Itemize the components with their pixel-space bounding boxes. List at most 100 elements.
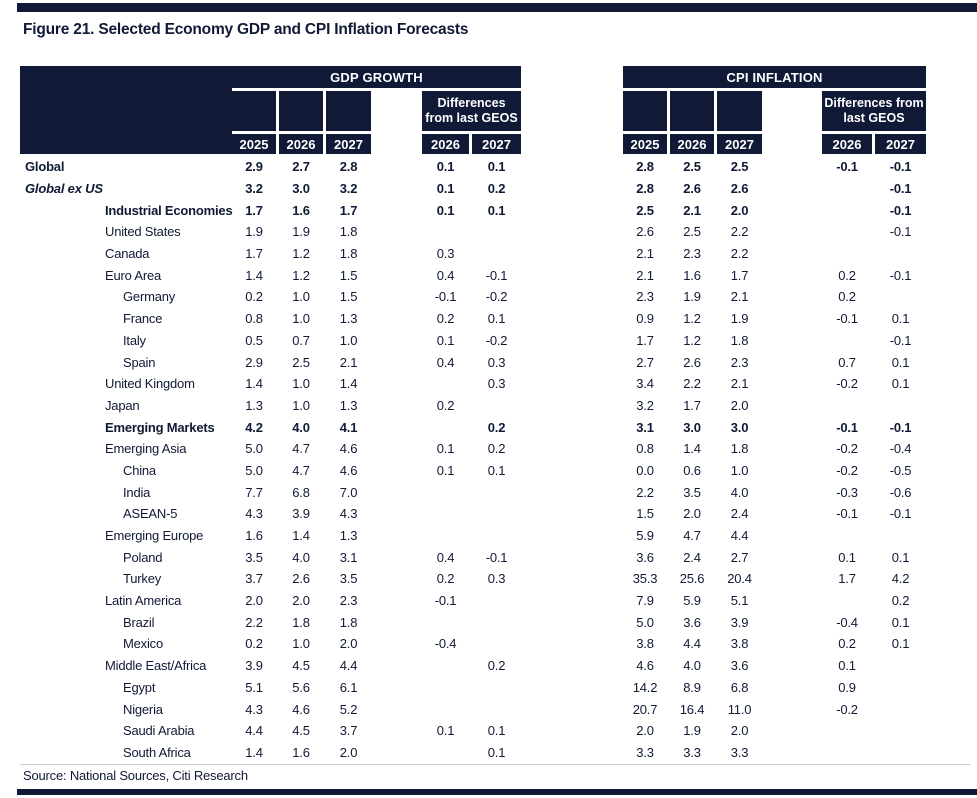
cpi-2027-value: 3.9 [730, 614, 749, 630]
cpi-year-2025-header: 2025 [623, 134, 667, 154]
row-label: Nigeria [123, 701, 163, 717]
cpi-diff-2026-value: -0.2 [836, 462, 858, 478]
cpi-2027-value: 2.6 [730, 181, 749, 197]
gdp-diff-2026-value: -0.1 [434, 593, 457, 609]
gdp-2026-value: 1.0 [292, 397, 310, 413]
gdp-differences-header: Differences from last GEOS [422, 91, 521, 131]
cpi-diff-2026-value: -0.2 [836, 376, 858, 392]
gdp-2025-value: 5.0 [245, 462, 263, 478]
cpi-2025-value: 3.4 [636, 376, 654, 392]
gdp-2026-value: 1.6 [292, 202, 310, 218]
table-row: Turkey 3.7 2.6 3.5 0.2 0.3 35.3 25.6 20.4 1.7 4.2 [20, 568, 926, 590]
cpi-diff-2027-value: -0.1 [889, 267, 912, 283]
table-row: Emerging Markets 4.2 4.0 4.1 0.2 3.1 3.0 3.0 -0.… [20, 416, 926, 438]
row-label: Canada [105, 246, 150, 262]
cpi-diff-2027-value: -0.1 [889, 181, 912, 197]
gdp-diff-2027-value: 0.1 [487, 744, 506, 760]
gdp-2025-value: 7.7 [245, 484, 263, 500]
table-row: Saudi Arabia 4.4 4.5 3.7 0.1 0.1 2.0 1.9 2.0 [20, 720, 926, 742]
cpi-2027-value: 2.4 [730, 506, 749, 522]
gdp-2025-value: 3.5 [245, 549, 263, 565]
cpi-2027-value: 1.8 [730, 441, 749, 457]
cpi-diff-year-2027-header: 2027 [875, 134, 926, 154]
gdp-2026-value: 4.6 [292, 701, 310, 717]
source-note: Source: National Sources, Citi Research [23, 768, 248, 783]
cpi-2025-value: 0.8 [636, 441, 654, 457]
gdp-2025-value: 3.9 [245, 658, 263, 674]
table-row: Brazil 2.2 1.8 1.8 5.0 3.6 3.9 -0.4 0.1 [20, 611, 926, 633]
gdp-2027-value: 4.3 [339, 506, 358, 522]
cpi-2027-value: 2.2 [730, 246, 749, 262]
cpi-2026-value: 1.4 [683, 441, 701, 457]
cpi-2027-value: 6.8 [730, 679, 749, 695]
cpi-2026-value: 2.1 [683, 202, 701, 218]
gdp-diff-year-2027-header: 2027 [472, 134, 521, 154]
cpi-diff-2026-value: 0.1 [838, 658, 856, 674]
gdp-2025-value: 2.9 [245, 159, 263, 175]
row-label: Emerging Markets [105, 419, 215, 435]
cpi-2025-value: 0.9 [636, 311, 654, 327]
row-label: Spain [123, 354, 156, 370]
cpi-2027-value: 3.3 [730, 744, 749, 760]
table-row: United States 1.9 1.9 1.8 2.6 2.5 2.2 -0.1 [20, 221, 926, 243]
header-spacer-cell [279, 91, 323, 131]
row-label: Emerging Europe [105, 528, 204, 544]
header-corner-block [20, 66, 232, 154]
cpi-2027-value: 2.0 [730, 397, 749, 413]
cpi-2027-value: 2.5 [730, 159, 749, 175]
cpi-2026-value: 2.5 [683, 159, 701, 175]
cpi-2027-value: 3.6 [730, 658, 749, 674]
gdp-diff-2026-value: 0.1 [436, 202, 455, 218]
cpi-diff-2027-value: 4.2 [891, 571, 910, 587]
cpi-diff-2027-value: -0.4 [889, 441, 912, 457]
gdp-diff-2027-value: 0.3 [487, 571, 506, 587]
cpi-2026-value: 2.3 [683, 246, 701, 262]
cpi-diff-2026-value: -0.4 [836, 614, 858, 630]
gdp-2026-value: 3.0 [292, 181, 310, 197]
cpi-2027-value: 1.0 [730, 462, 749, 478]
cpi-2025-value: 7.9 [636, 593, 654, 609]
gdp-2025-value: 1.7 [245, 246, 263, 262]
gdp-diff-2027-value: -0.1 [485, 267, 508, 283]
gdp-2027-value: 6.1 [339, 679, 358, 695]
gdp-2027-value: 1.8 [339, 224, 358, 240]
cpi-diff-2027-value: -0.1 [889, 506, 912, 522]
header-spacer-cell [623, 91, 667, 131]
gdp-2026-value: 1.0 [292, 636, 310, 652]
cpi-diff-2027-value: 0.1 [891, 376, 910, 392]
gdp-growth-group-header: GDP GROWTH [232, 66, 521, 88]
gdp-2026-value: 1.0 [292, 376, 310, 392]
gdp-2025-value: 2.2 [245, 614, 263, 630]
gdp-2026-value: 6.8 [292, 484, 310, 500]
gdp-2026-value: 1.4 [292, 528, 310, 544]
gdp-diff-2027-value: -0.1 [485, 549, 508, 565]
gdp-diff-2026-value: 0.1 [436, 181, 455, 197]
gdp-diff-2026-value: 0.4 [436, 549, 455, 565]
table-row: Spain 2.9 2.5 2.1 0.4 0.3 2.7 2.6 2.3 0.7 0.1 [20, 351, 926, 373]
cpi-diff-2026-value: -0.2 [836, 701, 858, 717]
gdp-2027-value: 3.1 [339, 549, 358, 565]
cpi-2027-value: 3.0 [730, 419, 749, 435]
cpi-year-2026-header: 2026 [670, 134, 714, 154]
cpi-2025-value: 2.8 [636, 181, 654, 197]
cpi-2027-value: 3.8 [730, 636, 749, 652]
cpi-2027-value: 1.7 [730, 267, 749, 283]
cpi-diff-2026-value: -0.1 [836, 419, 858, 435]
cpi-2026-value: 1.7 [683, 397, 701, 413]
row-label: Italy [123, 332, 146, 348]
cpi-2025-value: 1.5 [636, 506, 654, 522]
cpi-diff-2026-value: -0.1 [836, 159, 858, 175]
table-header: GDP GROWTH CPI INFLATION Differences fro… [20, 66, 926, 154]
cpi-2025-value: 3.1 [636, 419, 654, 435]
cpi-2025-value: 2.8 [636, 159, 654, 175]
gdp-diff-2026-value: 0.4 [436, 267, 455, 283]
cpi-diff-2027-value: 0.2 [891, 593, 910, 609]
cpi-diff-2027-value: -0.1 [889, 224, 912, 240]
row-label: Japan [105, 397, 140, 413]
cpi-2027-value: 2.0 [730, 202, 749, 218]
cpi-diff-2027-value: -0.1 [889, 419, 912, 435]
cpi-2026-value: 2.6 [683, 181, 701, 197]
gdp-2027-value: 1.0 [339, 332, 358, 348]
gdp-2026-value: 2.0 [292, 593, 310, 609]
cpi-2026-value: 25.6 [679, 571, 705, 587]
